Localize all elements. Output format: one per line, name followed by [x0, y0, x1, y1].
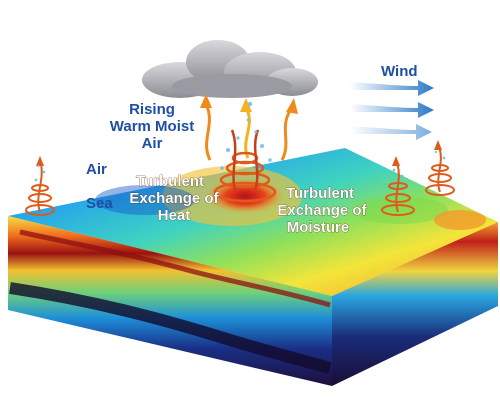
- rising-air-arrow-icon: [200, 94, 298, 161]
- hot-spot: [205, 178, 285, 214]
- green-patch: [352, 196, 448, 224]
- deep-band: [9, 282, 332, 374]
- warm-layer-band: [19, 229, 331, 308]
- vortex-icon: [213, 129, 277, 203]
- rising-air-label-line3: Air: [142, 135, 163, 152]
- vortex-icon: [381, 156, 415, 216]
- wind-arrow-icon: [350, 80, 434, 140]
- air-label: Air: [86, 161, 107, 178]
- moisture-exchange-label-line1: Turbulent: [286, 185, 354, 202]
- wind-label: Wind: [381, 63, 418, 80]
- rising-air-label-line2: Warm Moist: [110, 118, 194, 135]
- sea-label: Sea: [86, 195, 113, 212]
- rising-air-label-line1: Rising: [129, 101, 175, 118]
- moisture-exchange-label-line3: Moisture: [287, 219, 350, 236]
- sea-cross-section-side: [332, 222, 498, 386]
- cloud-icon: [142, 40, 318, 98]
- vortex-icon: [425, 140, 455, 196]
- orange-patch: [434, 210, 486, 230]
- heat-exchange-label-line3: Heat: [158, 207, 191, 224]
- moisture-droplets: [34, 101, 446, 182]
- moisture-exchange-label-line2: Exchange of: [277, 202, 367, 219]
- cool-patch: [95, 185, 195, 215]
- heat-exchange-label-line2: Exchange of: [129, 190, 219, 207]
- heat-exchange-label-line1: Turbulent: [136, 173, 204, 190]
- vortex-icon: [25, 156, 55, 216]
